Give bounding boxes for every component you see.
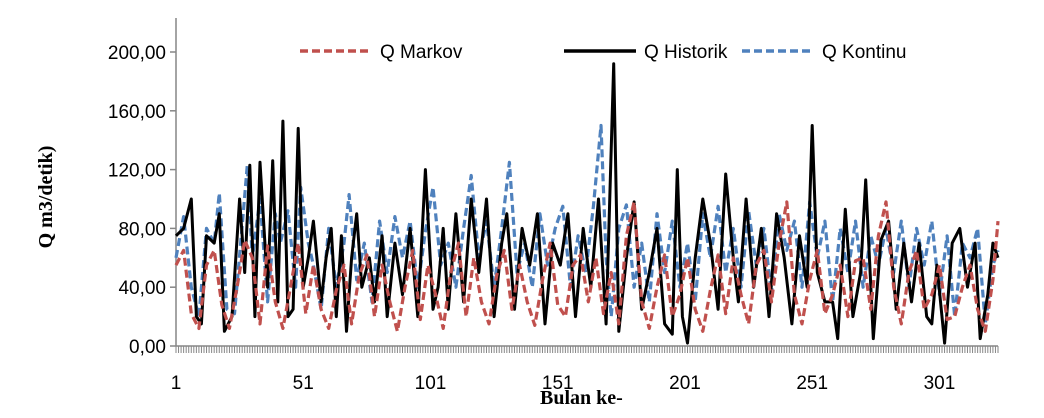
y-axis-title: Q m3/detik) (35, 146, 57, 249)
x-tick-label: 251 (796, 373, 828, 394)
series-line-q-historik (174, 62, 1000, 345)
x-tick-label: 301 (924, 373, 956, 394)
x-tick-label: 51 (293, 373, 314, 394)
x-tick-label: 201 (669, 373, 701, 394)
x-ticks: 1 51 101 151 201 251 301 (171, 373, 956, 394)
x-tick-label: 1 (171, 373, 182, 394)
legend-label: Q Kontinu (822, 42, 907, 63)
y-tick-label: 120,00 (108, 161, 166, 182)
x-tick-label: 151 (542, 373, 574, 394)
y-tick-label: 80,00 (118, 219, 166, 240)
legend: Q Markov Q Historik Q Kontinu (300, 42, 907, 63)
y-tick-label: 160,00 (108, 102, 166, 123)
y-tick-label: 0,00 (129, 337, 166, 358)
x-tick-label: 101 (415, 373, 447, 394)
x-axis-title: Bulan ke- (540, 387, 623, 409)
legend-label: Q Historik (644, 42, 728, 63)
y-tick-label: 40,00 (118, 278, 166, 299)
series-layer (174, 62, 1000, 345)
series-line-q-markov (174, 200, 1000, 333)
y-ticks: 0,00 40,00 80,00 120,00 160,00 200,00 (108, 43, 176, 358)
legend-label: Q Markov (380, 42, 463, 63)
x-minor-ticks (175, 346, 999, 353)
y-tick-label: 200,00 (108, 43, 166, 64)
